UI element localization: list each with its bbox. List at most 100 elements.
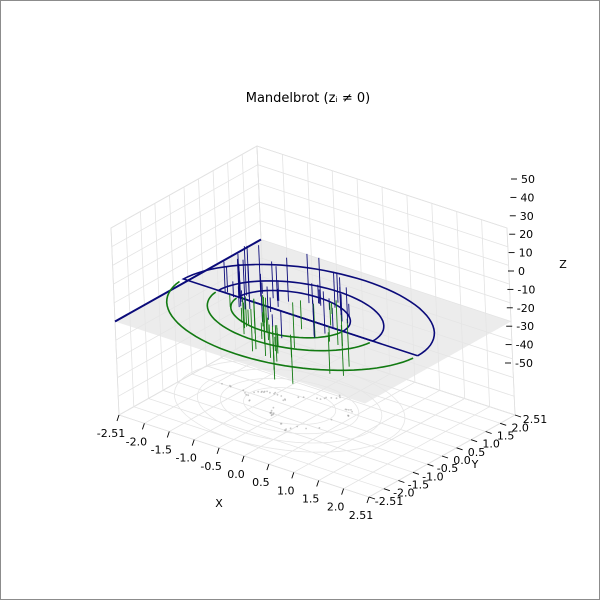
y-tick-mark <box>515 415 521 417</box>
floor-boundary-point <box>247 394 249 396</box>
x-tick-mark <box>117 415 119 421</box>
floor-boundary-point <box>290 427 292 429</box>
floor-boundary-point <box>345 409 347 411</box>
spike-down <box>230 295 231 307</box>
floor-boundary-point <box>270 412 272 414</box>
floor-boundary-point <box>277 394 279 396</box>
x-tick-label: 2.51 <box>349 509 374 522</box>
x-tick-label: -0.5 <box>200 460 221 473</box>
y-tick-mark <box>398 481 404 483</box>
y-tick-mark <box>500 423 506 425</box>
floor-boundary-point <box>331 419 333 421</box>
spike-down <box>262 312 263 326</box>
floor-boundary-point <box>305 428 307 430</box>
x-tick-mark <box>192 440 194 446</box>
floor-boundary-point <box>229 385 231 387</box>
x-tick-label: -1.0 <box>175 452 196 465</box>
x-tick-mark <box>167 431 169 437</box>
x-tick-mark <box>242 456 244 462</box>
floor-boundary-point <box>348 409 350 411</box>
y-tick-mark <box>384 489 390 491</box>
floor-boundary-point <box>273 412 275 414</box>
x-tick-mark <box>342 489 344 495</box>
floor-boundary-point <box>281 423 283 425</box>
x-tick-mark <box>367 497 369 503</box>
y-axis-label: Y <box>471 458 479 471</box>
z-tick-label: 0 <box>518 265 525 278</box>
floor-boundary-point <box>336 397 338 399</box>
spike-up <box>242 290 243 302</box>
spike-up <box>272 314 273 326</box>
x-tick-mark <box>217 448 219 454</box>
floor-boundary-point <box>269 392 271 394</box>
floor-boundary-point <box>351 411 353 413</box>
floor-boundary-point <box>325 397 327 399</box>
x-axis-label: X <box>215 497 223 510</box>
z-tick-label: 30 <box>520 210 534 223</box>
floor-boundary-point <box>330 397 332 399</box>
floor-boundary-point <box>284 398 286 400</box>
spike-up <box>319 290 320 304</box>
floor-boundary-point <box>264 391 266 393</box>
floor-boundary-point <box>320 398 322 400</box>
z-tick-label: -10 <box>517 283 535 296</box>
floor-boundary-point <box>297 396 299 398</box>
spike-up <box>262 282 263 293</box>
floor-boundary-point <box>282 399 284 401</box>
x-tick-label: 1.0 <box>277 484 295 497</box>
floor-boundary-point <box>249 399 251 401</box>
x-tick-label: 1.5 <box>302 493 320 506</box>
floor-boundary-point <box>316 397 318 399</box>
floor-boundary-point <box>350 409 352 411</box>
z-tick-label: -40 <box>516 339 534 352</box>
floor-boundary-point <box>242 389 244 391</box>
z-axis-label: Z <box>559 258 567 271</box>
floor-boundary-point <box>253 392 255 394</box>
x-tick-label: -1.5 <box>151 444 172 457</box>
z-tick-label: -50 <box>515 357 533 370</box>
spike-down <box>275 337 276 351</box>
z-tick-label: 10 <box>519 247 533 260</box>
y-tick-mark <box>413 472 419 474</box>
y-tick-mark <box>457 448 463 450</box>
floor-boundary-point <box>266 391 268 393</box>
z-tick-label: 50 <box>521 173 535 186</box>
floor-boundary-point <box>324 398 326 400</box>
y-tick-mark <box>427 464 433 466</box>
x-tick-label: 2.0 <box>327 501 345 514</box>
floor-boundary-point <box>339 397 341 399</box>
floor-boundary-point <box>261 391 263 393</box>
spike-up <box>270 298 271 313</box>
floor-boundary-point <box>273 407 275 409</box>
spike-down <box>332 303 333 314</box>
floor-boundary-point <box>347 415 349 417</box>
x-tick-mark <box>292 472 294 478</box>
x-tick-label: 0.5 <box>252 476 270 489</box>
floor-boundary-point <box>221 383 223 385</box>
z-tick-label: 20 <box>519 228 533 241</box>
floor-boundary-point <box>303 396 305 398</box>
y-tick-label: 2.51 <box>523 413 548 426</box>
y-tick-mark <box>486 431 492 433</box>
floor-boundary-point <box>244 392 246 394</box>
spike-up <box>349 304 350 318</box>
y-tick-mark <box>442 456 448 458</box>
floor-boundary-point <box>280 395 282 397</box>
spike-down <box>241 308 242 323</box>
floor-boundary-point <box>245 394 247 396</box>
y-tick-mark <box>471 440 477 442</box>
x-tick-label: -2.0 <box>126 435 147 448</box>
x-tick-mark <box>317 481 319 487</box>
floor-boundary-point <box>257 391 259 393</box>
floor-boundary-point <box>274 392 276 394</box>
x-tick-mark <box>142 423 144 429</box>
x-tick-mark <box>267 464 269 470</box>
x-tick-label: -2.51 <box>97 427 125 440</box>
floor-boundary-point <box>285 428 287 430</box>
chart-title: Mandelbrot (zᵢ ≠ 0) <box>246 91 371 106</box>
z-tick-label: -20 <box>517 302 535 315</box>
x-tick-label: 0.0 <box>227 468 245 481</box>
z-tick-label: 40 <box>520 191 534 204</box>
